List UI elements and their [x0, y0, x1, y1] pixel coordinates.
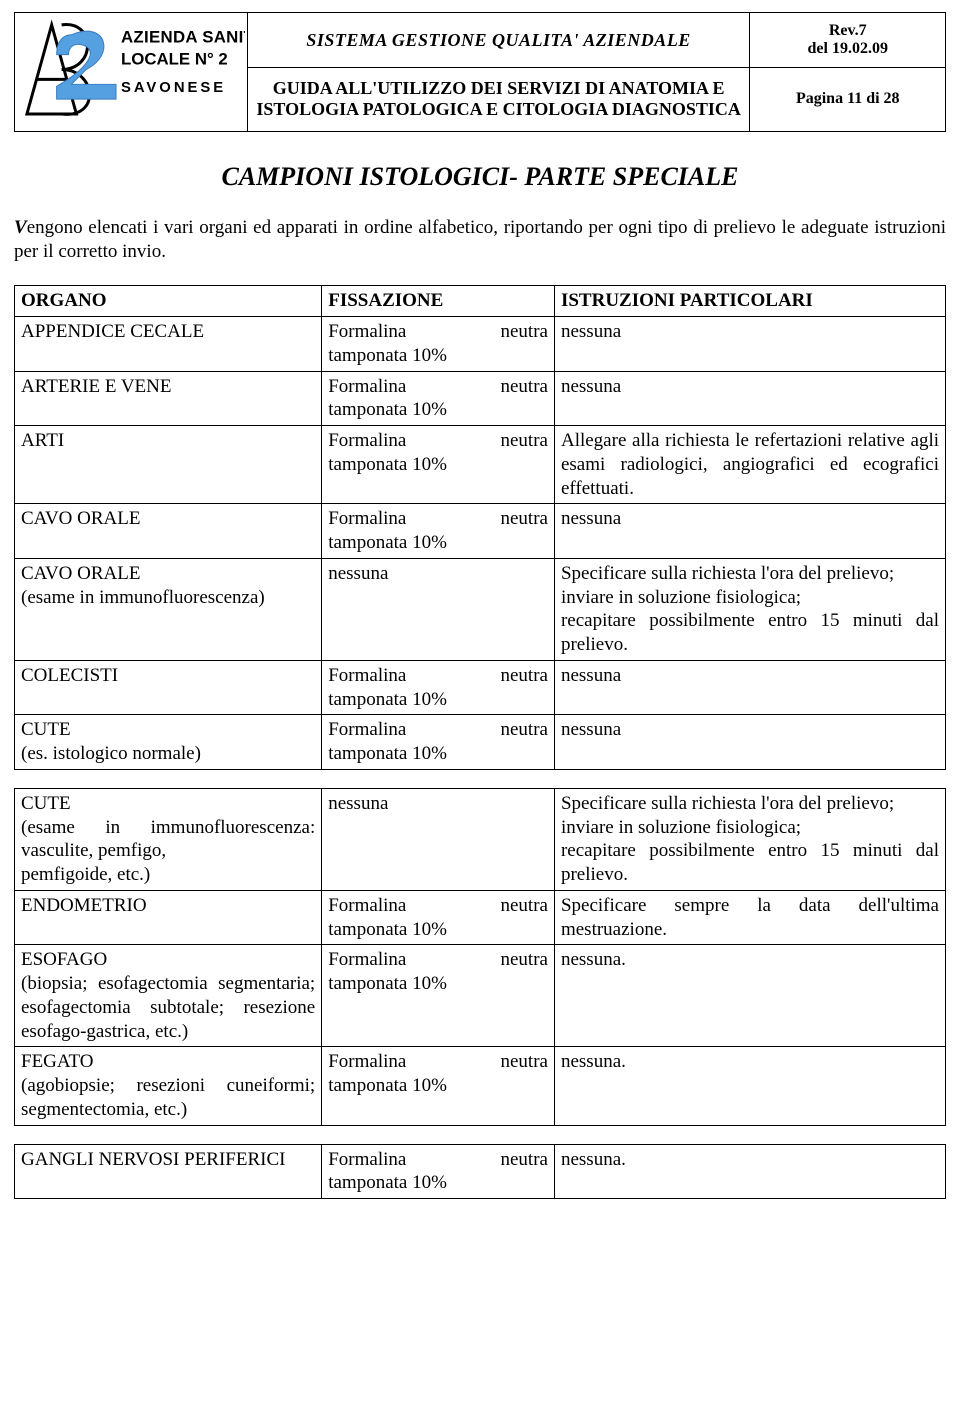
guide-title-line1: GUIDA ALL'UTILIZZO DEI SERVIZI DI ANATOM…: [256, 78, 742, 100]
fissazione-cell: nessuna: [322, 788, 555, 890]
page-number: Pagina 11 di 28: [758, 90, 937, 108]
svg-text:LOCALE N° 2: LOCALE N° 2: [121, 50, 228, 69]
logo-cell: AZIENDA SANITARIA LOCALE N° 2 SAVONESE: [15, 13, 248, 132]
istruzioni-cell: nessuna.: [554, 1144, 945, 1199]
organo-cell: COLECISTI: [15, 660, 322, 715]
organo-cell: ARTERIE E VENE: [15, 371, 322, 426]
fissazione-cell: Formalinaneutratamponata 10%: [322, 371, 555, 426]
table-row: CAVO ORALE(esame in immunofluorescenza)n…: [15, 558, 946, 660]
istruzioni-cell: nessuna: [554, 715, 945, 770]
tables-container: ORGANOFISSAZIONEISTRUZIONI PARTICOLARIAP…: [14, 285, 946, 1199]
table-row: ARTIFormalinaneutratamponata 10%Allegare…: [15, 426, 946, 504]
fissazione-cell: Formalinaneutratamponata 10%: [322, 504, 555, 559]
fissazione-cell: Formalinaneutratamponata 10%: [322, 890, 555, 945]
organo-cell: CAVO ORALE: [15, 504, 322, 559]
page-number-cell: Pagina 11 di 28: [750, 68, 946, 132]
intro-paragraph: Vengono elencati i vari organi ed appara…: [14, 216, 946, 264]
organo-cell: ESOFAGO(biopsia; esofagectomia segmentar…: [15, 945, 322, 1047]
organo-cell: APPENDICE CECALE: [15, 317, 322, 372]
istruzioni-cell: nessuna: [554, 504, 945, 559]
organo-table: GANGLI NERVOSI PERIFERICIFormalinaneutra…: [14, 1144, 946, 1200]
fissazione-cell: Formalinaneutratamponata 10%: [322, 317, 555, 372]
fissazione-cell: Formalinaneutratamponata 10%: [322, 945, 555, 1047]
table-row: ARTERIE E VENEFormalinaneutratamponata 1…: [15, 371, 946, 426]
guide-title-cell: GUIDA ALL'UTILIZZO DEI SERVIZI DI ANATOM…: [247, 68, 750, 132]
document-header: AZIENDA SANITARIA LOCALE N° 2 SAVONESE S…: [14, 12, 946, 132]
table-row: FEGATO(agobiopsie; resezioni cuneiformi;…: [15, 1047, 946, 1125]
istruzioni-cell: nessuna: [554, 371, 945, 426]
organo-cell: CUTE(es. istologico normale): [15, 715, 322, 770]
istruzioni-cell: Specificare sulla richiesta l'ora del pr…: [554, 788, 945, 890]
intro-dropcap: V: [14, 217, 27, 238]
organo-table: CUTE(esame in immunofluorescenza: vascul…: [14, 788, 946, 1126]
table-row: ESOFAGO(biopsia; esofagectomia segmentar…: [15, 945, 946, 1047]
column-header-istruzioni: ISTRUZIONI PARTICOLARI: [554, 286, 945, 317]
column-header-fissazione: FISSAZIONE: [322, 286, 555, 317]
istruzioni-cell: nessuna: [554, 317, 945, 372]
intro-text: engono elencati i vari organi ed apparat…: [14, 217, 946, 262]
istruzioni-cell: nessuna.: [554, 1047, 945, 1125]
system-title: SISTEMA GESTIONE QUALITA' AZIENDALE: [256, 30, 742, 51]
fissazione-cell: Formalinaneutratamponata 10%: [322, 1047, 555, 1125]
organo-cell: CAVO ORALE(esame in immunofluorescenza): [15, 558, 322, 660]
asl2-savonese-logo: AZIENDA SANITARIA LOCALE N° 2 SAVONESE: [17, 15, 245, 124]
fissazione-cell: Formalinaneutratamponata 10%: [322, 1144, 555, 1199]
page-title: CAMPIONI ISTOLOGICI- PARTE SPECIALE: [14, 162, 946, 192]
svg-text:AZIENDA SANITARIA: AZIENDA SANITARIA: [121, 28, 245, 47]
svg-text:SAVONESE: SAVONESE: [121, 80, 226, 96]
fissazione-cell: Formalinaneutratamponata 10%: [322, 660, 555, 715]
table-header-row: ORGANOFISSAZIONEISTRUZIONI PARTICOLARI: [15, 286, 946, 317]
fissazione-cell: Formalinaneutratamponata 10%: [322, 715, 555, 770]
istruzioni-cell: nessuna: [554, 660, 945, 715]
column-header-organo: ORGANO: [15, 286, 322, 317]
organo-cell: CUTE(esame in immunofluorescenza: vascul…: [15, 788, 322, 890]
revision-number: Rev.7: [758, 22, 937, 40]
table-row: GANGLI NERVOSI PERIFERICIFormalinaneutra…: [15, 1144, 946, 1199]
istruzioni-cell: nessuna.: [554, 945, 945, 1047]
fissazione-cell: Formalinaneutratamponata 10%: [322, 426, 555, 504]
istruzioni-cell: Specificare sempre la data dell'ultima m…: [554, 890, 945, 945]
system-title-cell: SISTEMA GESTIONE QUALITA' AZIENDALE: [247, 13, 750, 68]
revision-cell: Rev.7 del 19.02.09: [750, 13, 946, 68]
table-row: ENDOMETRIOFormalinaneutratamponata 10%Sp…: [15, 890, 946, 945]
istruzioni-cell: Specificare sulla richiesta l'ora del pr…: [554, 558, 945, 660]
organo-cell: ENDOMETRIO: [15, 890, 322, 945]
table-row: CUTE(es. istologico normale)Formalinaneu…: [15, 715, 946, 770]
revision-date: del 19.02.09: [758, 40, 937, 58]
table-row: CAVO ORALEFormalinaneutratamponata 10%ne…: [15, 504, 946, 559]
table-row: COLECISTIFormalinaneutratamponata 10%nes…: [15, 660, 946, 715]
guide-title-line2: ISTOLOGIA PATOLOGICA E CITOLOGIA DIAGNOS…: [256, 99, 742, 121]
organo-cell: GANGLI NERVOSI PERIFERICI: [15, 1144, 322, 1199]
organo-table: ORGANOFISSAZIONEISTRUZIONI PARTICOLARIAP…: [14, 285, 946, 770]
istruzioni-cell: Allegare alla richiesta le refertazioni …: [554, 426, 945, 504]
table-row: APPENDICE CECALEFormalinaneutratamponata…: [15, 317, 946, 372]
table-row: CUTE(esame in immunofluorescenza: vascul…: [15, 788, 946, 890]
organo-cell: ARTI: [15, 426, 322, 504]
fissazione-cell: nessuna: [322, 558, 555, 660]
organo-cell: FEGATO(agobiopsie; resezioni cuneiformi;…: [15, 1047, 322, 1125]
